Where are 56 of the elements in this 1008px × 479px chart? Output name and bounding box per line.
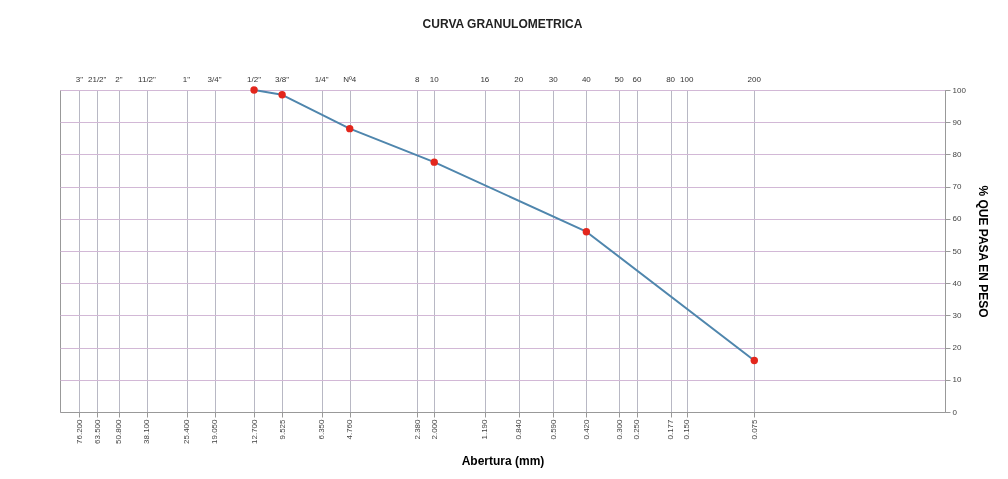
y-tick-label: 50 <box>952 246 962 256</box>
text: 2" <box>115 75 123 84</box>
y-tick-label: 90 <box>952 117 962 127</box>
x-tick-label: 2.000 <box>429 418 439 440</box>
text: 40 <box>581 75 592 84</box>
text: 21/2" <box>87 75 107 84</box>
x-tick-label: 19.050 <box>210 418 220 444</box>
x-tick-label: 63.500 <box>92 418 102 444</box>
y-tick-label: 60 <box>952 214 962 224</box>
x-tick-label: 0.590 <box>548 418 558 440</box>
text: 50 <box>614 75 625 84</box>
x-tick-label: 0.250 <box>632 418 642 440</box>
x-tick-label: 9.525 <box>277 418 287 440</box>
text: 100 <box>680 75 694 84</box>
x-tick-label: 6.350 <box>317 418 327 440</box>
text: 80 <box>666 75 676 84</box>
x-tick-label: 0.075 <box>749 418 759 440</box>
text: 11/2" <box>138 75 157 84</box>
y-axis-title: % QUE PASA EN PESO <box>975 185 990 318</box>
x-tick-label: 12.700 <box>249 418 259 444</box>
x-tick-label: 2.380 <box>412 418 422 440</box>
text: 20 <box>514 75 524 84</box>
text: 16 <box>480 75 490 84</box>
text: 1/4" <box>314 75 329 84</box>
x-tick-label: 0.300 <box>614 418 624 440</box>
x-tick-label: 4.760 <box>345 418 355 440</box>
x-tick-label: 1.190 <box>480 418 490 440</box>
y-tick-label: 10 <box>952 375 962 385</box>
x-tick-label: 0.420 <box>581 418 591 440</box>
y-tick-label: 40 <box>952 278 962 288</box>
y-tick-label: 0 <box>952 407 958 417</box>
text: 200 <box>747 75 762 84</box>
x-tick-label: 25.400 <box>182 418 191 444</box>
text: Nº4 <box>343 75 357 84</box>
y-tick-label: 80 <box>952 149 962 159</box>
x-tick-label: 50.800 <box>114 418 124 444</box>
y-tick-label: 30 <box>952 310 962 320</box>
text: 3/8" <box>275 75 290 84</box>
x-tick-label: 38.100 <box>142 418 152 444</box>
y-tick-label: 20 <box>952 343 962 353</box>
x-tick-label: 0.150 <box>682 418 692 440</box>
text: 10 <box>429 75 440 84</box>
y-tick-label: 100 <box>952 85 967 95</box>
text: 30 <box>548 75 559 84</box>
x-tick-label: 0.840 <box>514 418 524 440</box>
text: 60 <box>632 75 642 84</box>
text: 3/4" <box>207 75 222 84</box>
x-axis-title: Abertura (mm) <box>461 453 545 468</box>
text: 1" <box>182 75 191 84</box>
text: 1/2" <box>247 75 262 84</box>
x-tick-label: 76.200 <box>74 418 84 444</box>
x-tick-label: 0.177 <box>666 418 676 440</box>
chart-title: CURVA GRANULOMETRICA <box>422 17 583 31</box>
y-tick-label: 70 <box>952 182 962 192</box>
text: 8 <box>415 75 421 84</box>
text: 3" <box>75 75 84 84</box>
